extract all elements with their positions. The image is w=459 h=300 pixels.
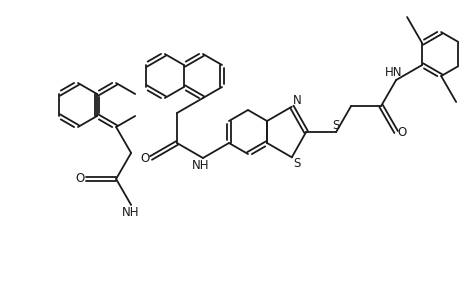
Text: N: N — [292, 94, 301, 107]
Text: O: O — [75, 172, 84, 185]
Text: O: O — [140, 152, 149, 164]
Text: S: S — [292, 157, 300, 170]
Text: NH: NH — [122, 206, 140, 219]
Text: NH: NH — [192, 158, 209, 172]
Text: S: S — [332, 118, 339, 131]
Text: O: O — [397, 125, 406, 139]
Text: HN: HN — [385, 65, 402, 79]
